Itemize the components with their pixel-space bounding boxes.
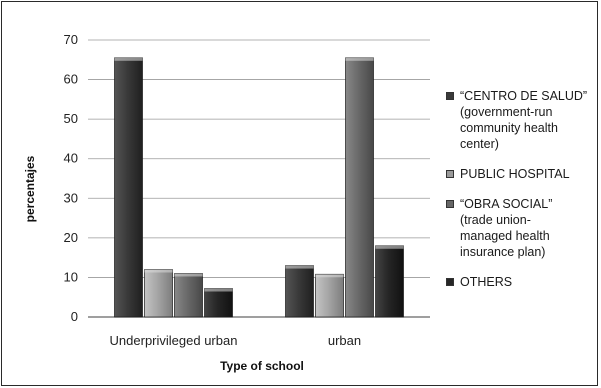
- legend-label-line: OTHERS: [460, 275, 513, 289]
- legend-swatch: [446, 278, 454, 286]
- bars: [114, 57, 404, 318]
- y-axis-title: percentajes: [23, 155, 37, 222]
- y-tick-label: 30: [64, 190, 78, 205]
- bar-top-highlight: [114, 57, 143, 61]
- bar: [345, 57, 374, 318]
- bar-top-highlight: [375, 245, 404, 249]
- legend-label-line: center): [460, 137, 499, 151]
- legend-swatch: [446, 200, 454, 208]
- y-tick-label: 70: [64, 32, 78, 47]
- x-axis-ticks: Underprivileged urban urban: [110, 333, 362, 348]
- legend-item: OTHERS: [446, 274, 598, 290]
- bar-top-highlight: [315, 274, 344, 278]
- bar: [174, 273, 203, 318]
- x-axis-title: Type of school: [220, 359, 304, 373]
- bar: [144, 269, 173, 318]
- y-tick-label: 0: [71, 309, 78, 324]
- bar-top-highlight: [174, 273, 203, 277]
- y-axis-ticks: 0 10 20 30 40 50 60 70: [64, 32, 78, 324]
- y-tick-label: 20: [64, 230, 78, 245]
- x-tick-label: urban: [328, 333, 361, 348]
- legend-label-line: community health: [460, 121, 558, 135]
- bar-top-highlight: [144, 269, 173, 273]
- legend-label-line: “CENTRO DE SALUD”: [460, 89, 588, 103]
- y-tick-label: 60: [64, 72, 78, 87]
- legend-item: “CENTRO DE SALUD” (government-run communit…: [446, 88, 598, 152]
- bar: [315, 273, 344, 318]
- legend-label-line: insurance plan): [460, 245, 546, 259]
- bar-top-highlight: [285, 265, 314, 269]
- legend-swatch: [446, 92, 454, 100]
- bar: [375, 245, 404, 318]
- bar-top-highlight: [345, 57, 374, 61]
- legend-label-line: “OBRA SOCIAL”: [460, 197, 553, 211]
- y-tick-label: 10: [64, 269, 78, 284]
- legend-label-line: PUBLIC HOSPITAL: [460, 167, 570, 181]
- y-tick-label: 40: [64, 151, 78, 166]
- bar: [114, 57, 143, 318]
- legend: “CENTRO DE SALUD” (government-run communit…: [446, 88, 598, 304]
- x-tick-label: Underprivileged urban: [110, 333, 238, 348]
- legend-label-line: (government-run: [460, 105, 553, 119]
- legend-item: “OBRA SOCIAL” (trade union-managed health…: [446, 196, 598, 260]
- y-tick-label: 50: [64, 111, 78, 126]
- bar: [204, 288, 233, 318]
- legend-swatch: [446, 170, 454, 178]
- bar: [285, 265, 314, 318]
- legend-item: PUBLIC HOSPITAL: [446, 166, 598, 182]
- legend-label-line: managed health: [460, 229, 550, 243]
- bar-top-highlight: [204, 288, 233, 292]
- legend-label-line: (trade union-: [460, 213, 531, 227]
